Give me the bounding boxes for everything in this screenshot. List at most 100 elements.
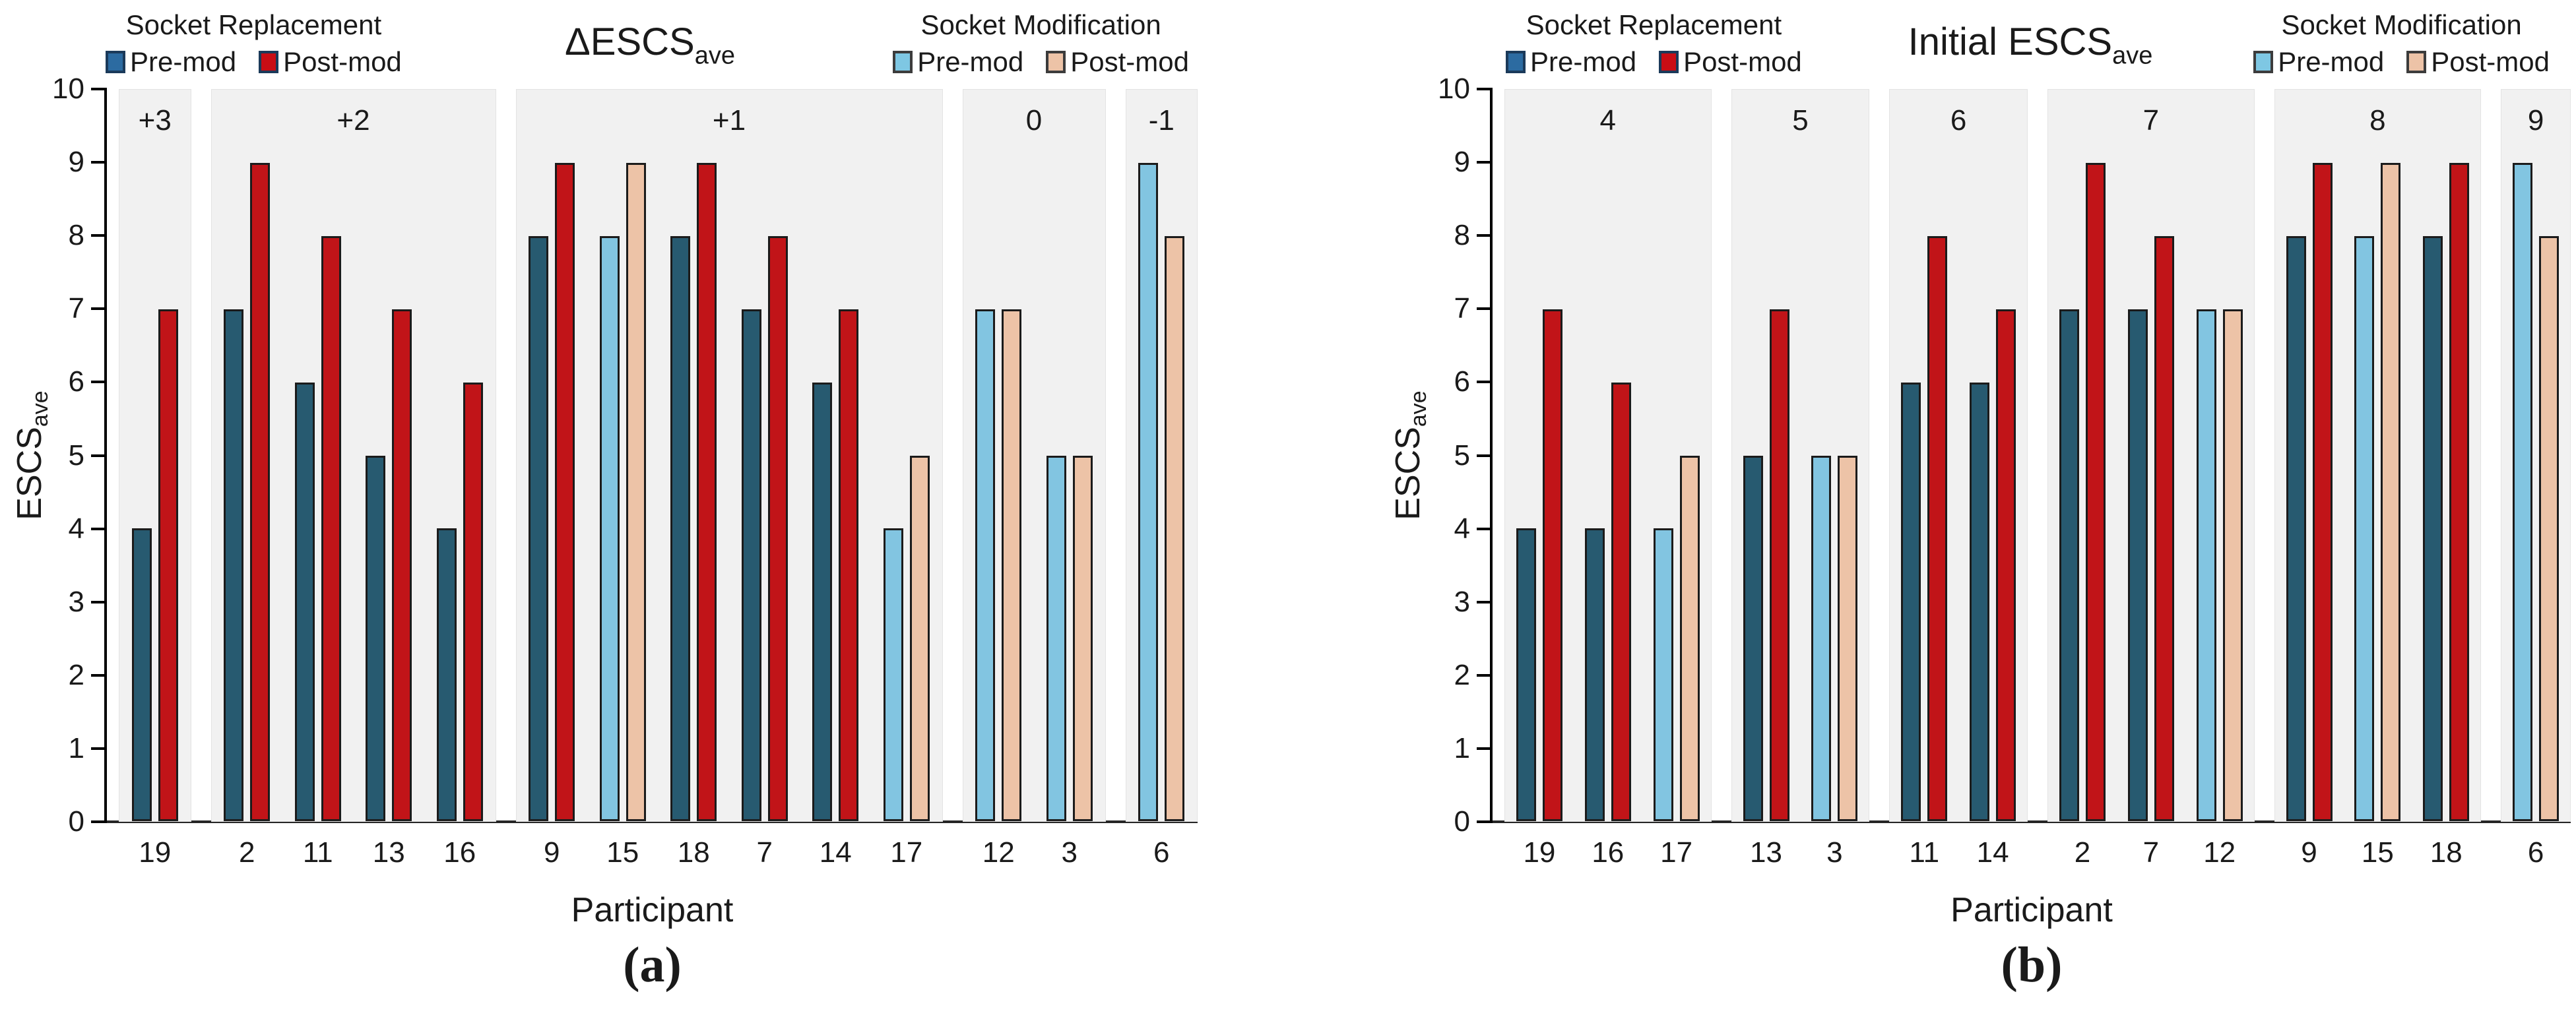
- chart-b: Socket Replacement Pre-mod Post-mod Initi…: [1288, 0, 2576, 1019]
- legend-items: Pre-mod Post-mod: [2253, 46, 2550, 78]
- y-tick-label-9: 9: [68, 146, 84, 179]
- legend-swatch-modification_post: [1046, 51, 1066, 74]
- chart-a: Socket Replacement Pre-mod Post-mod ΔESCS…: [10, 9, 1198, 993]
- y-tick-7: [91, 307, 107, 311]
- y-tick-label-1: 1: [1454, 731, 1470, 764]
- x-axis-baseline: [1490, 820, 2571, 823]
- bar-participant-17-post-mod: [1679, 455, 1700, 821]
- legend-item-label: Post-mod: [283, 46, 402, 78]
- legend-item-pre-mod: Pre-mod: [106, 46, 236, 78]
- bar-participant-19-post-mod: [1542, 309, 1562, 821]
- group-panel-7: 7 2 7 12: [2047, 89, 2255, 867]
- y-axis-label-text: ESCS: [11, 427, 49, 520]
- y-tick-8: [1477, 234, 1493, 237]
- bar-participant-11-pre-mod: [294, 382, 315, 821]
- legend-item-pre-mod: Pre-mod: [893, 46, 1023, 78]
- y-tick-6: [91, 381, 107, 384]
- bar-participant-17-pre-mod: [1653, 528, 1673, 821]
- y-tick-label-7: 7: [1454, 292, 1470, 325]
- y-tick-7: [1477, 307, 1493, 311]
- y-tick-5: [91, 454, 107, 457]
- x-tick-label-2: 2: [2074, 836, 2091, 869]
- x-axis-label: Participant: [571, 891, 734, 929]
- group-label-4: 4: [1599, 104, 1617, 137]
- y-tick-label-3: 3: [1454, 585, 1470, 618]
- bar-participant-9-post-mod: [2312, 162, 2333, 821]
- group-slots: 11 14: [1890, 90, 2027, 867]
- y-tick-label-2: 2: [1454, 658, 1470, 691]
- bar-participant-13-pre-mod: [366, 455, 386, 821]
- legend-title: Socket Replacement: [1526, 9, 1782, 40]
- group-label-9: 9: [2527, 104, 2544, 137]
- bar-participant-12-post-mod: [2222, 309, 2243, 821]
- x-tick-label-11: 11: [1909, 836, 1940, 869]
- group-label-8: 8: [2369, 104, 2386, 137]
- participant-19-slot: 19: [1505, 90, 1574, 867]
- legend-title: Socket Modification: [2281, 9, 2522, 40]
- x-tick-label-17: 17: [890, 836, 923, 869]
- legend-title: Socket Modification: [920, 9, 1161, 40]
- legend-item-label: Post-mod: [1070, 46, 1189, 78]
- legend-items: Pre-mod Post-mod: [893, 46, 1189, 78]
- y-axis-label-subscript: ave: [28, 390, 53, 427]
- x-tick-label-3: 3: [1061, 836, 1078, 869]
- x-tick-label-14: 14: [1976, 836, 2009, 869]
- y-tick-label-5: 5: [1454, 439, 1470, 472]
- y-tick-label-8: 8: [1454, 219, 1470, 252]
- bar-participant-6-post-mod: [1165, 235, 1185, 821]
- participant-3-slot: 3: [1800, 90, 1869, 867]
- x-tick-label-12: 12: [982, 836, 1015, 869]
- bar-participant-12-post-mod: [1002, 309, 1022, 821]
- y-tick-label-6: 6: [1454, 365, 1470, 398]
- legend-socket-modification: Socket Modification Pre-mod Post-mod: [2253, 9, 2550, 78]
- y-axis-label-text: ESCS: [1389, 427, 1427, 520]
- participant-7-slot: 7: [2117, 90, 2185, 867]
- bar-participant-6-pre-mod: [1138, 162, 1159, 821]
- chart-title: ΔESCSave: [565, 20, 735, 70]
- participant-9-slot: 9: [517, 90, 588, 867]
- legend-swatch-modification_pre: [2253, 51, 2274, 74]
- x-tick-label-3: 3: [1826, 836, 1843, 869]
- x-tick-label-13: 13: [372, 836, 405, 869]
- legend-items: Pre-mod Post-mod: [106, 46, 402, 78]
- legend-item-post-mod: Post-mod: [1046, 46, 1189, 78]
- bar-participant-7-post-mod: [767, 235, 788, 821]
- y-tick-label-4: 4: [68, 512, 84, 545]
- x-tick-label-12: 12: [2203, 836, 2236, 869]
- bar-participant-15-post-mod: [2381, 162, 2401, 821]
- bar-participant-3-post-mod: [1072, 455, 1093, 821]
- bar-participant-19-pre-mod: [131, 528, 152, 821]
- participant-7-slot: 7: [729, 90, 800, 867]
- legend-swatch-modification_pre: [893, 51, 913, 74]
- x-tick-label-7: 7: [2142, 836, 2160, 869]
- bar-participant-18-post-mod: [697, 162, 717, 821]
- legend-item-label: Pre-mod: [1530, 46, 1637, 78]
- bar-participant-15-pre-mod: [599, 235, 620, 821]
- y-tick-9: [91, 161, 107, 164]
- legend-socket-replacement: Socket Replacement Pre-mod Post-mod: [106, 9, 402, 78]
- bar-participant-11-post-mod: [321, 235, 341, 821]
- x-axis-label: Participant: [1950, 891, 2113, 929]
- group-panel-8: 8 9 15 18: [2274, 89, 2482, 867]
- x-tick-label-2: 2: [239, 836, 255, 869]
- x-tick-label-14: 14: [819, 836, 852, 869]
- x-tick-label-7: 7: [756, 836, 773, 869]
- participant-16-slot: 16: [1574, 90, 1642, 867]
- participant-9-slot: 9: [2275, 90, 2344, 867]
- participant-15-slot: 15: [2343, 90, 2412, 867]
- bar-participant-13-post-mod: [1769, 309, 1789, 821]
- bar-participant-2-pre-mod: [224, 309, 244, 821]
- group-label-7: 7: [2142, 104, 2160, 137]
- plot-area: 0 1 2 3 4 5 6 7 8 9 10 +3 19 +2 2 11 13 16 +1 9 15 18 7 14 17 0 12…: [52, 75, 1198, 867]
- participant-12-slot: 12: [2185, 90, 2254, 867]
- participant-14-slot: 14: [800, 90, 872, 867]
- group-label-5: 5: [1792, 104, 1809, 137]
- bar-participant-13-pre-mod: [1743, 455, 1763, 821]
- legend-item-pre-mod: Pre-mod: [1506, 46, 1636, 78]
- bar-participant-16-post-mod: [1611, 382, 1631, 821]
- bar-participant-2-post-mod: [2085, 162, 2106, 821]
- participant-2-slot: 2: [2048, 90, 2117, 867]
- group-slots: 9 15 18: [2275, 90, 2481, 867]
- y-axis-label: ESCSave: [10, 89, 53, 822]
